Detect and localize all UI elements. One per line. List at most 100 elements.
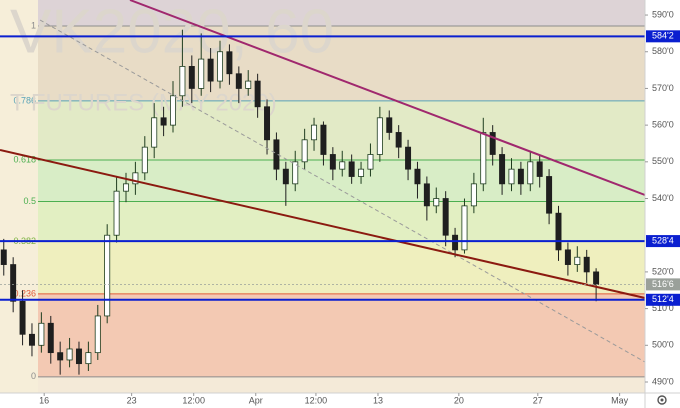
candle-body [555, 212, 562, 251]
candle-body [470, 183, 477, 207]
candle-body [282, 168, 289, 185]
candle-body [235, 73, 242, 89]
candle-body [320, 124, 327, 155]
candle-body [151, 117, 158, 148]
x-tick-label: 27 [533, 395, 543, 405]
y-tick-label: 560'0 [652, 120, 674, 130]
candle-body [207, 58, 214, 82]
y-tick-label: 540'0 [652, 193, 674, 203]
fib-level-label: 0.5 [23, 196, 36, 206]
candle-body [358, 168, 365, 177]
fib-level-label: 0.236 [13, 288, 36, 298]
candle-body [10, 264, 17, 302]
fib-level-label: 1 [31, 20, 36, 30]
candle-body [217, 51, 224, 82]
candle-body [593, 271, 600, 285]
price-label: 512'4 [652, 294, 674, 304]
x-tick-label: 13 [373, 395, 383, 405]
y-tick-label: 570'0 [652, 83, 674, 93]
candle-body [574, 256, 581, 265]
candle-body [179, 66, 186, 97]
x-tick-label: 12:00 [182, 395, 205, 405]
candle-body [264, 106, 271, 141]
candle-body [66, 348, 73, 361]
candle-body [564, 249, 571, 265]
candle-body [395, 132, 402, 148]
x-tick-label: May [611, 395, 629, 405]
price-label: 528'4 [652, 235, 674, 245]
x-tick-label: 20 [454, 395, 464, 405]
candle-body [19, 300, 26, 335]
gear-center[interactable] [660, 398, 664, 402]
candle-body [0, 249, 7, 265]
candle-body [38, 322, 45, 346]
price-label: 516'6 [652, 279, 674, 289]
time-axis [0, 393, 645, 408]
watermark: VK2020, 60 [10, 0, 334, 66]
candle-body [132, 172, 139, 185]
candle-body [583, 256, 590, 273]
x-tick-label: 16 [39, 395, 49, 405]
candle-body [348, 161, 355, 177]
fib-zone [38, 293, 645, 377]
y-tick-label: 590'0 [652, 9, 674, 19]
y-tick-label: 520'0 [652, 266, 674, 276]
candle-body [311, 124, 318, 141]
candle-body [376, 117, 383, 155]
candle-body [517, 168, 524, 185]
candle-body [245, 80, 252, 89]
gear[interactable] [657, 395, 667, 405]
candle-body [452, 234, 459, 251]
fib-zone [38, 376, 645, 393]
price-axis [645, 0, 680, 408]
fib-zone [38, 26, 645, 101]
watermark-sub: T FUTURES (MAY 2020) [10, 89, 277, 116]
candle-body [198, 58, 205, 89]
fib-zone [38, 201, 645, 242]
candle-body [141, 146, 148, 174]
price-label-bg [646, 235, 680, 248]
candle-body [301, 139, 308, 163]
candle-body [28, 333, 35, 346]
candle-body [57, 352, 64, 361]
candle-body [405, 146, 412, 170]
candle-body [433, 198, 440, 207]
candle-body [489, 132, 496, 155]
candle-body [386, 117, 393, 133]
y-tick-label: 550'0 [652, 156, 674, 166]
candle-body [536, 161, 543, 177]
fib-level-label: 0.786 [13, 95, 36, 105]
candle-body [113, 190, 120, 236]
candle-body [508, 168, 515, 185]
candle-body [273, 139, 280, 170]
x-tick-label: 23 [127, 395, 137, 405]
candle-body [170, 95, 176, 126]
fib-level-label: 0 [31, 371, 36, 381]
candle-body [329, 154, 336, 170]
trend-line-lower [0, 149, 646, 299]
candle-body [254, 80, 261, 108]
candle-body [442, 198, 449, 236]
fib-zone [38, 100, 645, 160]
y-tick-label: 580'0 [652, 46, 674, 56]
candle-body [160, 117, 167, 126]
x-tick-label: 12:00 [305, 395, 328, 405]
candle-body [104, 234, 111, 317]
fib-level-label: 0.618 [13, 154, 36, 164]
candle-body [75, 348, 82, 365]
trend-line-dashed [39, 19, 646, 363]
price-label: 584'2 [652, 31, 674, 41]
candle-body [480, 132, 487, 185]
candle-body [85, 352, 92, 365]
candle-body [292, 161, 299, 185]
candle-body [367, 154, 374, 170]
candle-body [339, 161, 346, 170]
price-label-bg [646, 278, 680, 291]
price-label-bg [646, 293, 680, 306]
y-tick-label: 500'0 [652, 340, 674, 350]
settings-icon[interactable] [657, 395, 667, 405]
price-label-bg [646, 30, 680, 43]
candle-body [423, 183, 430, 207]
candle-body [527, 161, 534, 185]
